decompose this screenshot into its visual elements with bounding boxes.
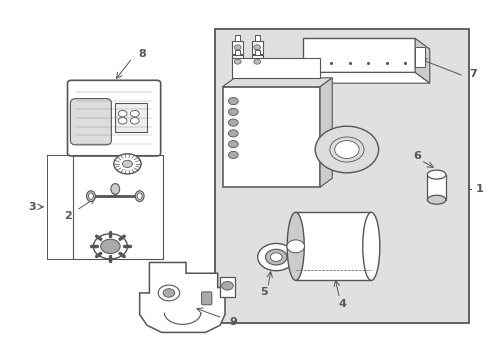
Polygon shape [140, 262, 224, 332]
Polygon shape [414, 39, 429, 83]
Circle shape [234, 45, 241, 50]
Circle shape [270, 253, 282, 261]
Bar [235, 36, 240, 41]
Circle shape [334, 140, 358, 158]
Ellipse shape [286, 212, 304, 280]
Bar [251, 55, 262, 69]
Circle shape [253, 45, 260, 50]
Circle shape [315, 126, 378, 173]
Ellipse shape [427, 170, 445, 179]
Text: 7: 7 [468, 69, 476, 79]
Bar [73, 155, 163, 259]
Circle shape [228, 108, 238, 116]
Bar [222, 87, 320, 187]
Circle shape [118, 111, 127, 117]
Bar [115, 103, 147, 132]
Circle shape [228, 140, 238, 148]
Bar [427, 175, 445, 200]
Text: 5: 5 [260, 287, 267, 297]
Circle shape [228, 119, 238, 126]
Bar [220, 277, 234, 297]
Circle shape [257, 243, 294, 271]
Circle shape [163, 289, 174, 297]
Bar [303, 39, 414, 72]
Circle shape [114, 154, 141, 174]
Polygon shape [320, 78, 331, 187]
Bar [215, 30, 468, 323]
Circle shape [265, 249, 286, 265]
Circle shape [130, 118, 139, 124]
Circle shape [101, 239, 120, 253]
Bar [232, 58, 320, 78]
Text: 3: 3 [28, 202, 36, 212]
Circle shape [234, 59, 241, 64]
Text: 6: 6 [413, 150, 421, 161]
Ellipse shape [427, 195, 445, 204]
FancyBboxPatch shape [70, 99, 111, 145]
Circle shape [118, 118, 127, 124]
Circle shape [93, 234, 127, 259]
Text: 4: 4 [337, 299, 345, 309]
Circle shape [228, 151, 238, 158]
Polygon shape [303, 72, 429, 83]
Ellipse shape [86, 191, 95, 202]
Ellipse shape [111, 184, 120, 194]
Bar [414, 47, 424, 67]
FancyBboxPatch shape [201, 292, 211, 305]
FancyBboxPatch shape [67, 80, 160, 156]
Bar [235, 50, 240, 55]
Bar [232, 55, 243, 69]
Circle shape [253, 59, 260, 64]
Ellipse shape [135, 191, 144, 202]
Bar [254, 50, 259, 55]
Text: 1: 1 [475, 184, 483, 194]
Text: 2: 2 [64, 211, 72, 221]
Bar [254, 36, 259, 41]
Bar [251, 41, 262, 54]
Circle shape [228, 130, 238, 137]
Circle shape [130, 111, 139, 117]
Ellipse shape [362, 212, 379, 280]
Circle shape [221, 282, 233, 290]
Ellipse shape [137, 193, 142, 199]
Bar [295, 212, 370, 280]
Text: 9: 9 [228, 318, 236, 327]
Circle shape [122, 160, 132, 167]
Circle shape [158, 285, 179, 301]
Circle shape [228, 98, 238, 105]
Circle shape [286, 240, 304, 253]
Polygon shape [222, 78, 331, 87]
Ellipse shape [88, 193, 93, 199]
Bar [232, 41, 243, 54]
Text: 8: 8 [138, 49, 145, 59]
